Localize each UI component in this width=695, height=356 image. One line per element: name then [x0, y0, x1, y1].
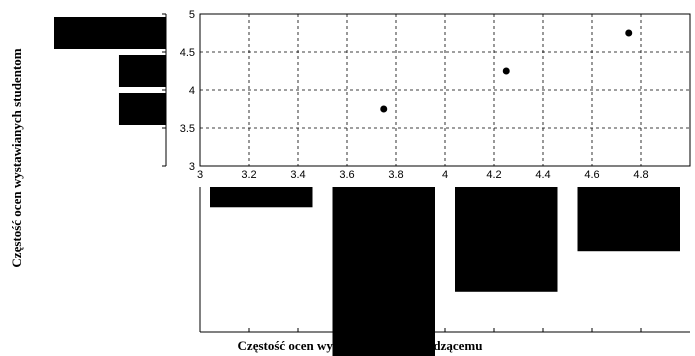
x-tick-labels: 3 3.2 3.4 3.6 3.8 4 4.2 4.4 4.6 4.8 — [197, 169, 649, 181]
scatter-frame — [199, 13, 691, 167]
y-tick-labels: 3 3.5 4 4.5 5 — [180, 9, 195, 173]
x-axis-title: Częstość ocen wystawianych prowadzącemu — [238, 338, 483, 353]
x-tick-label: 4.8 — [633, 169, 648, 181]
bottom-hist-bar — [332, 187, 435, 356]
left-histogram — [54, 13, 167, 167]
x-tick-label: 3.6 — [339, 169, 354, 181]
left-hist-bar — [54, 17, 166, 49]
bottom-histogram — [199, 187, 690, 356]
grid-lines — [200, 14, 690, 166]
x-tick-label: 3 — [197, 169, 203, 181]
x-tick-label: 4 — [442, 169, 448, 181]
y-tick-label: 4.5 — [180, 47, 195, 59]
x-tick-label: 4.6 — [584, 169, 599, 181]
scatter-point — [380, 105, 388, 113]
scatter-points — [380, 29, 633, 113]
left-hist-bar — [118, 93, 166, 125]
scatter-point — [502, 67, 510, 75]
left-hist-bar — [118, 55, 166, 87]
x-tick-label: 3.2 — [241, 169, 256, 181]
bottom-hist-bar — [210, 187, 313, 208]
y-tick-label: 3.5 — [180, 123, 195, 135]
y-tick-label: 4 — [189, 85, 195, 97]
bottom-hist-bar — [577, 187, 680, 252]
scatter-point — [625, 29, 633, 37]
bottom-hist-bar — [455, 187, 558, 292]
y-axis-title: Częstość ocen wystawianych studentom — [9, 48, 24, 267]
y-tick-label: 3 — [189, 161, 195, 173]
x-tick-label: 3.4 — [290, 169, 305, 181]
x-tick-label: 4.2 — [486, 169, 501, 181]
scatter-panel: 3 3.5 4 4.5 5 3 3.2 3.4 3.6 3.8 4 4.2 4.4 4.6 4.8 — [180, 9, 691, 181]
x-tick-label: 4.4 — [535, 169, 550, 181]
y-tick-label: 5 — [189, 9, 195, 21]
x-tick-label: 3.8 — [388, 169, 403, 181]
